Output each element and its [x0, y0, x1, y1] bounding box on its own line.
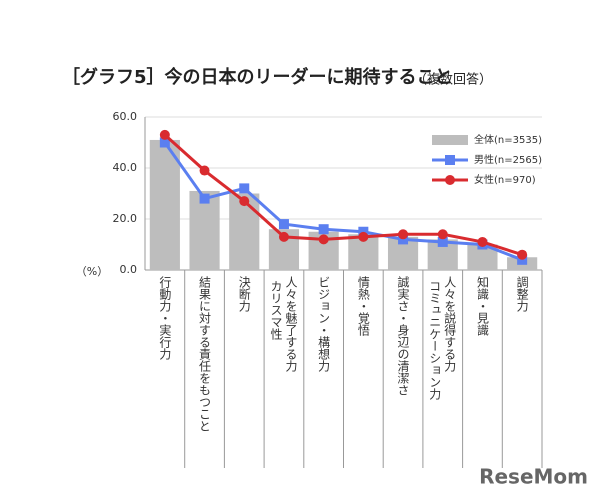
bar [189, 190, 220, 270]
marker [517, 249, 528, 260]
marker [199, 193, 210, 204]
marker [318, 224, 329, 235]
bar [149, 139, 180, 270]
x-tick-label: 人々を魅了する力 カリスマ性 [269, 276, 298, 373]
legend-label: 全体(n=3535) [474, 133, 542, 146]
marker [239, 183, 250, 194]
y-axis-label: （%） [76, 265, 108, 278]
legend-label: 男性(n=2565) [474, 153, 542, 166]
marker [278, 219, 289, 230]
marker [358, 226, 369, 237]
marker [398, 234, 409, 245]
x-tick-label-line: コミュニケーション力 [428, 276, 442, 400]
marker [437, 229, 448, 240]
legend-swatch [432, 135, 468, 145]
chart-subtitle: （複数回答） [414, 72, 492, 88]
marker [398, 229, 409, 240]
marker [437, 236, 448, 247]
legend-label: 女性(n=970) [474, 173, 536, 186]
line [163, 133, 523, 257]
x-tick-label: ビジョン・構想力 [317, 276, 331, 373]
x-tick-label-line: 人々を説得する力 [443, 276, 457, 373]
marker [199, 165, 210, 176]
x-tick-label: 行動力・実行力 [158, 276, 172, 361]
marker [159, 129, 170, 140]
marker [318, 234, 329, 245]
x-tick-label: 知識・見識 [475, 276, 489, 337]
marker [278, 231, 289, 242]
x-tick-label: 決断力 [237, 276, 251, 313]
x-tick-label: 情熱・覚悟 [356, 276, 370, 336]
y-tick-label: 20.0 [113, 212, 138, 225]
marker [159, 137, 170, 148]
marker [358, 231, 369, 242]
chart-title: ［グラフ5］今の日本のリーダーに期待すること [62, 66, 453, 88]
x-tick-label-line: カリスマ性 [269, 276, 283, 340]
x-tick-label: 調整力 [515, 276, 529, 313]
line [163, 141, 523, 262]
bar [229, 193, 260, 270]
marker [477, 236, 488, 247]
x-tick-label: 誠実さ・身辺の清潔さ [396, 276, 410, 396]
legend-marker [445, 155, 455, 165]
x-tick-label: 人々を説得する力 コミュニケーション力 [428, 276, 457, 401]
legend-marker [445, 175, 455, 185]
y-tick-label: 0.0 [120, 263, 138, 276]
marker [239, 196, 250, 207]
y-tick-label: 60.0 [113, 110, 138, 123]
watermark: ReseMom [479, 465, 588, 489]
marker [517, 254, 528, 265]
x-tick-label: 結果に対する責任をもつこと [198, 276, 212, 432]
y-tick-label: 40.0 [113, 161, 138, 174]
x-tick-label-line: 人々を魅了する力 [284, 276, 298, 373]
